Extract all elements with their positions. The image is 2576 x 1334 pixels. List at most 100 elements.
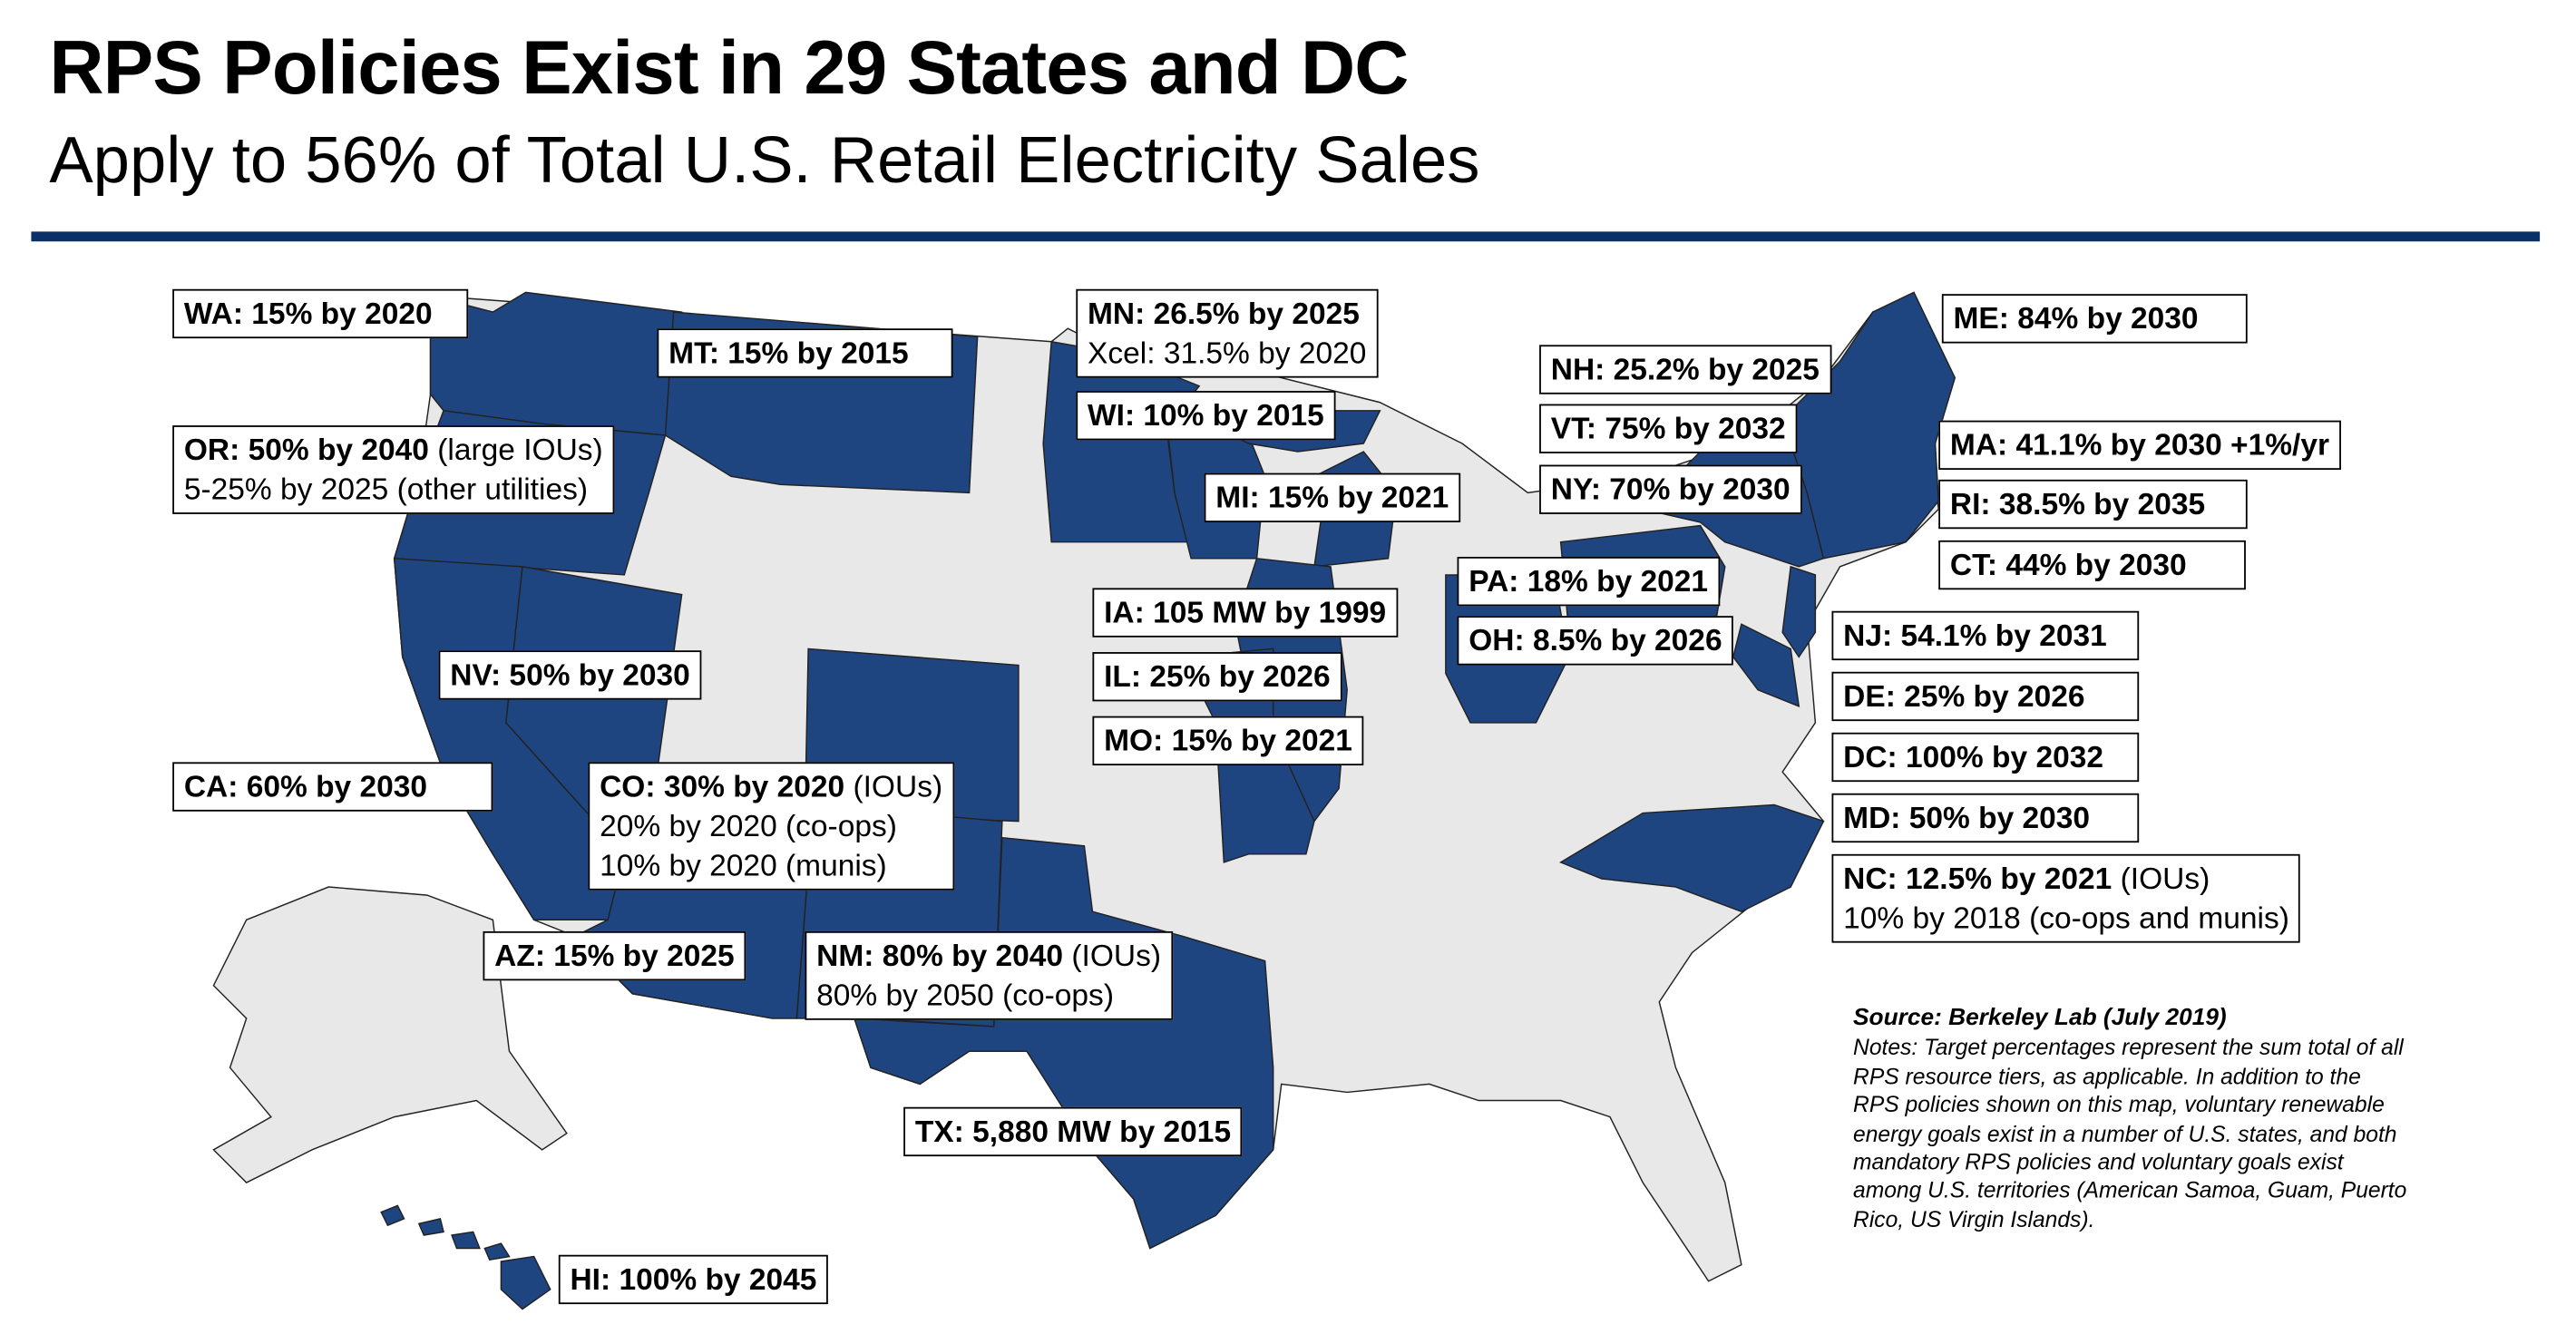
label-line: MI: 15% by 2021 [1215,478,1449,517]
label-mn: MN: 26.5% by 2025 Xcel: 31.5% by 2020 [1076,288,1379,378]
label-line: ME: 84% by 2030 [1954,299,2237,338]
label-line: WA: 15% by 2020 [184,294,457,333]
label-ca: CA: 60% by 2030 [172,762,493,812]
label-target: DC: 100% by 2032 [1843,739,2104,774]
state-hi-island [483,1242,511,1261]
source-text: Source: Berkeley Lab (July 2019) [1853,1005,2227,1032]
state-hi-island [500,1255,551,1310]
label-nh: NH: 25.2% by 2025 [1539,345,1831,394]
label-az: AZ: 15% by 2025 [483,930,746,981]
label-nj: NJ: 54.1% by 2031 [1831,610,2140,661]
label-target: OH: 8.5% by 2026 [1469,622,1722,657]
label-line: IL: 25% by 2026 [1104,657,1331,696]
label-target: TX: 5,880 MW by 2015 [914,1113,1232,1149]
label-mo: MO: 15% by 2021 [1092,716,1364,766]
label-target: MI: 15% by 2021 [1215,479,1449,514]
label-ri: RI: 38.5% by 2035 [1938,479,2248,530]
label-target: CT: 44% by 2030 [1949,547,2187,582]
label-line: NV: 50% by 2030 [450,656,689,695]
label-target: ME: 84% by 2030 [1953,300,2199,336]
label-target: MD: 50% by 2030 [1843,800,2091,835]
label-line: 5-25% by 2025 (other utilities) [184,470,603,509]
label-wi: WI: 10% by 2015 [1076,391,1336,441]
label-target: CO: 30% by 2020 [600,768,845,803]
label-line: CA: 60% by 2030 [184,767,482,806]
label-line: OH: 8.5% by 2026 [1469,621,1722,660]
label-ia: IA: 105 MW by 1999 [1092,588,1398,638]
label-wa: WA: 15% by 2020 [172,288,469,339]
label-or: OR: 50% by 2040 (large IOUs) 5-25% by 202… [172,425,615,514]
label-target: NJ: 54.1% by 2031 [1843,618,2107,653]
label-pa: PA: 18% by 2021 [1457,556,1720,607]
title-divider [31,231,2541,242]
label-line: NM: 80% by 2040 (IOUs) [816,936,1161,975]
label-line: VT: 75% by 2032 [1551,409,1786,448]
label-dc: DC: 100% by 2032 [1831,732,2140,783]
label-line: HI: 100% by 2045 [570,1260,816,1299]
label-target: MN: 26.5% by 2025 [1088,296,1360,331]
label-target: PA: 18% by 2021 [1469,563,1709,599]
label-tx: TX: 5,880 MW by 2015 [903,1106,1243,1157]
label-md: MD: 50% by 2030 [1831,793,2140,843]
label-target: NH: 25.2% by 2025 [1550,351,1820,386]
label-line: CT: 44% by 2030 [1950,545,2234,584]
label-target: NY: 70% by 2030 [1550,471,1791,506]
label-oh: OH: 8.5% by 2026 [1457,616,1734,666]
label-ny: NY: 70% by 2030 [1539,464,1802,514]
label-detail: (IOUs) [1063,938,1162,973]
label-detail: (IOUs) [2112,861,2210,896]
label-line: NY: 70% by 2030 [1551,470,1791,509]
label-target: NV: 50% by 2030 [450,657,690,692]
label-detail: 20% by 2020 (co-ops) [600,808,897,843]
label-target: IL: 25% by 2026 [1104,658,1331,694]
label-target: AZ: 15% by 2025 [494,938,735,973]
label-ct: CT: 44% by 2030 [1938,540,2246,590]
label-co: CO: 30% by 2020 (IOUs) 20% by 2020 (co-op… [588,762,954,891]
state-md-de [1732,623,1800,707]
state-ak [212,886,568,1183]
label-line: OR: 50% by 2040 (large IOUs) [184,431,603,470]
label-nm: NM: 80% by 2040 (IOUs) 80% by 2050 (co-op… [805,930,1173,1020]
label-detail: 10% by 2018 (co-ops and munis) [1843,900,2289,935]
label-target: NM: 80% by 2040 [816,938,1064,973]
state-nc [1559,803,1825,913]
state-hi-island [451,1231,481,1250]
label-line: AZ: 15% by 2025 [494,936,734,975]
state-nj [1781,565,1817,658]
label-line: PA: 18% by 2021 [1469,561,1708,600]
label-target: VT: 75% by 2032 [1550,410,1786,445]
label-detail: Xcel: 31.5% by 2020 [1088,335,1367,370]
label-de: DE: 25% by 2026 [1831,671,2140,722]
label-line: MO: 15% by 2021 [1104,721,1352,760]
label-line: IA: 105 MW by 1999 [1104,593,1386,632]
label-nc: NC: 12.5% by 2021 (IOUs) 10% by 2018 (co-… [1831,853,2301,943]
page-subtitle: Apply to 56% of Total U.S. Retail Electr… [49,124,1480,198]
label-target: OR: 50% by 2040 [183,432,429,467]
label-line: DC: 100% by 2032 [1843,737,2127,776]
label-detail: 10% by 2020 (munis) [600,847,887,882]
label-line: MN: 26.5% by 2025 [1088,294,1366,333]
label-target: WI: 10% by 2015 [1088,397,1324,433]
label-line: DE: 25% by 2026 [1843,677,2127,716]
label-target: MO: 15% by 2021 [1104,722,1352,757]
label-vt: VT: 75% by 2032 [1539,404,1798,453]
state-hi-island [417,1218,444,1236]
label-detail: (IOUs) [844,768,943,803]
label-target: DE: 25% by 2026 [1843,678,2085,714]
label-line: MT: 15% by 2015 [668,334,942,373]
label-line: TX: 5,880 MW by 2015 [915,1112,1231,1151]
page-title: RPS Policies Exist in 29 States and DC [49,24,1409,111]
label-line: 20% by 2020 (co-ops) [600,806,942,845]
label-target: HI: 100% by 2045 [570,1261,817,1297]
label-me: ME: 84% by 2030 [1941,294,2248,344]
label-line: 10% by 2018 (co-ops and munis) [1843,899,2289,938]
label-line: MA: 41.1% by 2030 +1%/yr [1950,425,2329,464]
label-target: NC: 12.5% by 2021 [1843,861,2113,896]
label-line: CO: 30% by 2020 (IOUs) [600,767,942,806]
label-detail: 80% by 2050 (co-ops) [816,977,1114,1012]
label-line: NJ: 54.1% by 2031 [1843,616,2127,655]
label-line: MD: 50% by 2030 [1843,798,2127,837]
source-notes: Source: Berkeley Lab (July 2019) Notes: … [1853,1005,2412,1233]
label-il: IL: 25% by 2026 [1092,652,1342,702]
